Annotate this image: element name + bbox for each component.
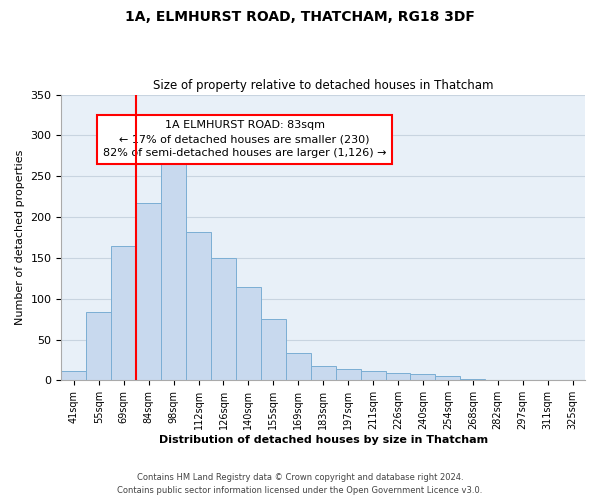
Bar bbox=[311, 366, 335, 380]
Text: 1A ELMHURST ROAD: 83sqm
← 17% of detached houses are smaller (230)
82% of semi-d: 1A ELMHURST ROAD: 83sqm ← 17% of detache… bbox=[103, 120, 386, 158]
Title: Size of property relative to detached houses in Thatcham: Size of property relative to detached ho… bbox=[153, 79, 493, 92]
Bar bbox=[61, 372, 86, 380]
Bar bbox=[236, 288, 261, 380]
Bar bbox=[386, 373, 410, 380]
Bar bbox=[161, 146, 186, 380]
X-axis label: Distribution of detached houses by size in Thatcham: Distribution of detached houses by size … bbox=[158, 435, 488, 445]
Bar bbox=[111, 246, 136, 380]
Bar bbox=[286, 352, 311, 380]
Bar bbox=[211, 258, 236, 380]
Y-axis label: Number of detached properties: Number of detached properties bbox=[15, 150, 25, 325]
Text: Contains HM Land Registry data © Crown copyright and database right 2024.
Contai: Contains HM Land Registry data © Crown c… bbox=[118, 473, 482, 495]
Bar bbox=[361, 370, 386, 380]
Bar bbox=[136, 203, 161, 380]
Text: 1A, ELMHURST ROAD, THATCHAM, RG18 3DF: 1A, ELMHURST ROAD, THATCHAM, RG18 3DF bbox=[125, 10, 475, 24]
Bar bbox=[410, 374, 436, 380]
Bar bbox=[436, 376, 460, 380]
Bar bbox=[261, 319, 286, 380]
Bar bbox=[86, 312, 111, 380]
Bar bbox=[335, 369, 361, 380]
Bar bbox=[186, 232, 211, 380]
Bar bbox=[460, 378, 485, 380]
